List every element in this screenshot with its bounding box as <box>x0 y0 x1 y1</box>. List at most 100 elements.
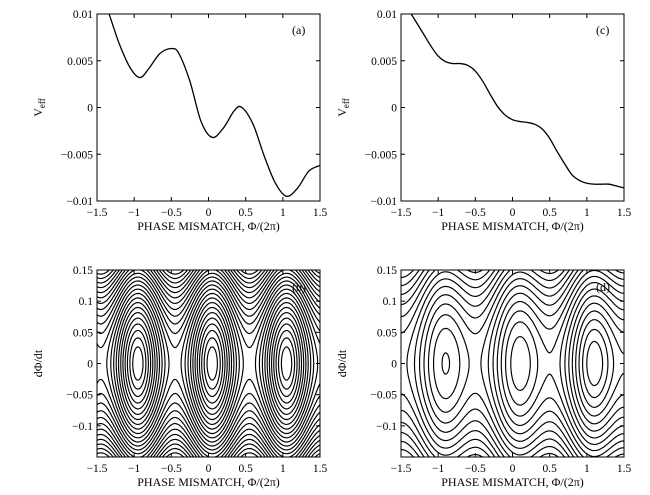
panel-b-contour-line <box>120 312 305 415</box>
panel-b-contour-line <box>132 346 293 381</box>
panel-d-x-tick-label: 1.5 <box>617 463 632 475</box>
panel-b-y-tick-label: −0.05 <box>66 390 93 402</box>
panel-a-y-axis-label-subscript: eff <box>37 98 47 108</box>
panel-b-label: (b) <box>292 280 306 294</box>
panel-d-x-tick-label: 0.5 <box>542 463 557 475</box>
panel-d-plot-frame <box>400 269 625 458</box>
panel-a-x-tick-label: 1.5 <box>313 207 328 219</box>
panel-c-label: (c) <box>596 23 609 37</box>
panel-b-contour-line <box>113 297 312 430</box>
panel-d-contour-line <box>568 295 624 432</box>
panel-a-y-tick-label: −0.005 <box>61 149 94 161</box>
panel-a-line-chart: −1.5 −1 −0.5 0 0.5 1 1.5−0.01−0.00500.0050.01 … <box>31 9 328 233</box>
panel-c-y-tick-label: 0.01 <box>377 9 397 21</box>
panel-d-x-tick-label: 0 <box>510 463 516 475</box>
panel-d-x-axis-label: PHASE MISMATCH, Φ/(2π) <box>441 475 584 489</box>
panel-b-contour-line <box>97 276 320 451</box>
panel-b-contour-line <box>129 337 296 390</box>
panel-a-x-tick-label: 0.5 <box>238 207 253 219</box>
panel-a-y-axis-label-main: V <box>31 108 45 117</box>
panel-d-contour-line <box>586 340 604 387</box>
panel-b-data-area <box>97 270 320 457</box>
panel-d-contour-plot: −1.5 −1 −0.5 0 0.5 1 1.5−0.1−0.0500.050.10.15 … <box>335 265 631 489</box>
panel-b-contour-line <box>97 272 320 455</box>
panel-d-y-axis-label: dΦ/dt <box>335 349 349 377</box>
panel-c-x-tick-label: 1 <box>584 207 590 219</box>
panel-d-y-tick-label: −0.05 <box>370 390 397 402</box>
panel-d-contour-line <box>582 328 609 399</box>
panel-a-y-tick-label: 0 <box>87 103 93 115</box>
panel-d-contour-line <box>441 270 624 457</box>
panel-c-x-tick-label: −1 <box>432 207 444 219</box>
panel-b-contour-line <box>122 317 303 410</box>
panel-c-y-tick-label: 0.005 <box>371 56 397 68</box>
panel-d-contour-line <box>401 270 491 457</box>
panel-b-y-tick-label: 0.05 <box>73 327 93 339</box>
panel-b-contour-line <box>115 302 309 425</box>
panel-d-contour-line <box>413 270 559 457</box>
panel-d-contour-line <box>419 270 566 457</box>
panel-a-x-axis-label: PHASE MISMATCH, Φ/(2π) <box>137 219 280 233</box>
panel-b-contour-line <box>124 323 300 404</box>
panel-d-contour-line <box>401 270 415 457</box>
panel-a-label: (a) <box>292 23 305 37</box>
panel-b-y-tick-label: 0.1 <box>79 296 94 308</box>
panel-d-contour-line <box>500 275 624 452</box>
panel-b-contour-line <box>126 329 298 398</box>
panel-c-x-tick-label: 0.5 <box>542 207 557 219</box>
panel-b-plot-frame <box>96 269 321 458</box>
panel-c-x-tick-label: 1.5 <box>617 207 632 219</box>
panel-d-contour-line <box>423 270 570 457</box>
panel-c-y-tick-label: −0.01 <box>370 196 397 208</box>
panel-d-contour-line <box>571 302 624 425</box>
panel-d-y-tick-label: 0.1 <box>383 296 398 308</box>
panel-c-line-chart: −1.5 −1 −0.5 0 0.5 1 1.5−0.01−0.00500.0050.01 … <box>335 9 632 233</box>
panel-a-y-tick-label: 0.005 <box>67 56 93 68</box>
panel-c-y-axis-label-main: V <box>335 108 349 117</box>
panel-d-contour-line <box>510 288 624 439</box>
panel-d-y-tick-label: 0.05 <box>377 327 397 339</box>
panel-d-data-area <box>401 270 624 457</box>
panel-b-contour-line <box>106 288 319 439</box>
panel-c-x-tick-label: 0 <box>510 207 516 219</box>
panel-b-contour-line <box>97 280 320 447</box>
panel-d-y-tick-label: 0 <box>391 359 397 371</box>
panel-d-contour-line <box>505 282 624 445</box>
panel-a-x-tick-label: −0.5 <box>161 207 182 219</box>
panel-b-x-tick-label: −0.5 <box>161 463 182 475</box>
panel-d-contour-line <box>401 270 484 457</box>
panel-d-contour-line <box>401 270 496 457</box>
panel-b-contour-line <box>97 270 320 457</box>
panel-d-x-tick-label: −1.5 <box>391 463 412 475</box>
panel-d-x-tick-label: −1 <box>432 463 444 475</box>
panel-a-x-tick-label: −1 <box>128 207 140 219</box>
panel-d-x-tick-label: 1 <box>584 463 590 475</box>
panel-d-contour-line <box>427 270 575 457</box>
panel-d-label: (d) <box>596 280 610 294</box>
panel-b-x-tick-label: −1.5 <box>87 463 108 475</box>
panel-b-y-tick-label: −0.1 <box>72 421 93 433</box>
panel-b-x-tick-label: 1 <box>280 463 286 475</box>
panel-b-contour-line <box>97 284 320 443</box>
panel-a-x-tick-label: 0 <box>206 207 212 219</box>
panel-a-y-axis-label: Veff <box>31 98 47 117</box>
panel-a-y-tick-label: −0.01 <box>66 196 93 208</box>
panel-b-x-tick-label: 1.5 <box>313 463 328 475</box>
panel-c-x-tick-label: −0.5 <box>465 207 486 219</box>
panel-a-x-tick-label: 1 <box>280 207 286 219</box>
panel-d-x-tick-label: −0.5 <box>465 463 486 475</box>
panel-a-x-tick-label: −1.5 <box>87 207 108 219</box>
panel-b-contour-line <box>110 292 315 435</box>
panel-c-plot-frame <box>400 13 625 202</box>
panel-b-y-axis-label: dΦ/dt <box>31 349 45 377</box>
panel-b-y-tick-label: 0.15 <box>73 265 93 277</box>
panel-c-y-axis-label-subscript: eff <box>341 98 351 108</box>
panel-a-plot-frame <box>96 13 321 202</box>
panel-b-contour-line <box>118 306 307 421</box>
panel-a-y-tick-label: 0.01 <box>73 9 93 21</box>
panel-b-x-tick-label: −1 <box>128 463 140 475</box>
panel-c-ticks: −1.5 −1 −0.5 0 0.5 1 1.5 −0.01 −0.005 0 0.005 0.01 <box>365 9 632 219</box>
panel-d-contour-line <box>575 310 624 417</box>
panel-a-ticks: −1.5 −1 −0.5 0 0.5 1 1.5 −0.01 −0.005 0 0.005 0.01 <box>61 9 328 219</box>
